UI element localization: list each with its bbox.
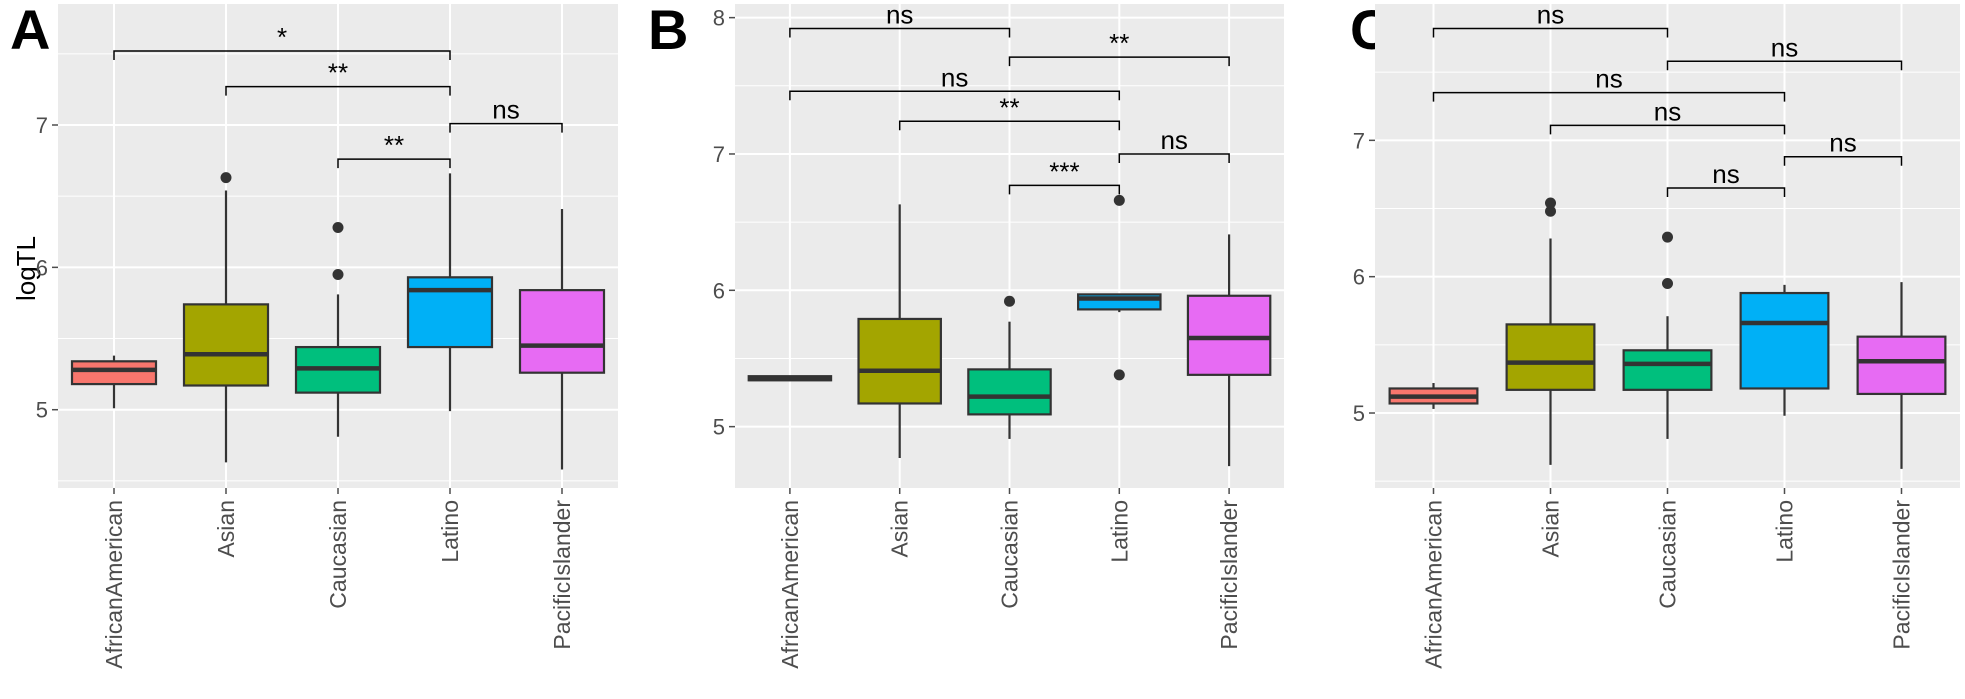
panel-b-comparison-label: ns — [1160, 125, 1187, 155]
panel-a-asian-outlier — [220, 172, 232, 184]
panel-a-comparison-label: ns — [492, 95, 519, 125]
panel-a-comparison-bracket — [113, 50, 451, 60]
panel-a-x-tick-label: Latino — [437, 500, 463, 563]
panel-c-comparison-bracket — [1432, 91, 1786, 102]
panel-c-asian-outlier — [1545, 197, 1556, 209]
panel-c-caucasian-outlier — [1662, 231, 1673, 243]
panel-b-x-tick-label: AfricanAmerican — [777, 500, 803, 669]
panel-a-caucasian-outlier — [332, 221, 344, 233]
panel-b-comparison-label: ns — [941, 62, 968, 92]
panel-c-asian-box — [1505, 323, 1596, 391]
panel-b-caucasian-box — [967, 368, 1052, 416]
panel-a-caucasian-outlier — [332, 268, 344, 280]
panel-label-a: A — [10, 0, 51, 61]
panel-c-comparison-label: ns — [1829, 128, 1856, 158]
panel-b-y-tick-label: 6 — [713, 278, 725, 303]
panel-c-comparison-label: ns — [1654, 96, 1681, 126]
panel-b-caucasian-outlier — [1004, 295, 1015, 307]
panel-b-comparison-bracket — [898, 120, 1121, 131]
panel-c-y-tick-label: 6 — [1353, 265, 1365, 290]
panel-b-x-tick-label: Asian — [887, 500, 913, 558]
panel-c-x-tick-label: Latino — [1772, 500, 1798, 563]
panel-b-comparison-bracket — [789, 27, 1011, 38]
panel-c-comparison-bracket — [1666, 60, 1903, 71]
panel-c-comparison-label: ns — [1537, 0, 1564, 30]
panel-a-comparison-bracket — [449, 122, 563, 133]
panel-b-x-tick-label: PacificIslander — [1216, 500, 1242, 650]
panel-a-latino-box — [406, 276, 494, 349]
panel-c-asian-outlier — [1545, 205, 1556, 217]
panel-c-caucasian-outlier — [1662, 277, 1673, 289]
panel-a-y-tick-label: 7 — [36, 113, 48, 138]
panel-c-x-tick-label: Asian — [1538, 500, 1564, 558]
panel-b-comparison-label: ns — [886, 0, 913, 30]
panel-c-comparison-bracket — [1666, 187, 1786, 198]
panel-c-pacificislander-box — [1856, 335, 1947, 396]
panel-b-comparison-bracket — [1008, 184, 1121, 195]
panel-a-x-tick-label: AfricanAmerican — [101, 500, 127, 669]
panel-c-x-tick-label: PacificIslander — [1889, 500, 1915, 650]
panel-b-x-tick-label: Latino — [1106, 500, 1132, 563]
panel-b-y-tick-label: 8 — [713, 6, 725, 31]
panel-b-pacificislander-box — [1186, 294, 1272, 376]
panel-a-comparison-bracket — [225, 85, 451, 96]
panel-c-y-tick-label: 5 — [1353, 401, 1365, 426]
panel-a-asian-box — [182, 303, 270, 387]
panel-a-comparison-bracket — [337, 158, 451, 169]
panel-b-comparison-label: ** — [999, 92, 1019, 122]
panel-b-comparison-bracket — [1008, 56, 1230, 67]
panel-a-x-tick-label: PacificIslander — [549, 500, 575, 650]
panel-c-comparison-bracket — [1783, 155, 1903, 166]
panel-c-comparison-label: ns — [1712, 159, 1739, 189]
panel-c-caucasian-box — [1622, 349, 1713, 391]
panel-b-latino-outlier — [1113, 194, 1125, 206]
panel-b-comparison-bracket — [1118, 153, 1230, 163]
panel-a-y-tick-label: 6 — [36, 255, 48, 280]
panel-label-b: B — [648, 0, 689, 61]
panel-c-y-tick-label: 7 — [1353, 128, 1365, 153]
panel-a-africanamerican-box — [70, 360, 158, 386]
panel-a-y-tick-label: 5 — [36, 398, 48, 423]
panel-c-x-tick-label: AfricanAmerican — [1421, 500, 1447, 669]
panel-b-comparison-label: *** — [1049, 156, 1079, 186]
panel-b-comparison-label: ** — [1109, 28, 1129, 58]
panel-a-comparison-label: ** — [328, 58, 348, 88]
panel-b-y-tick-label: 5 — [713, 415, 725, 440]
panel-c-comparison-bracket — [1432, 27, 1669, 38]
panel-a-pacificislander-box — [518, 289, 606, 374]
panel-a-comparison-label: ** — [384, 130, 404, 160]
panel-c-x-tick-label: Caucasian — [1655, 500, 1681, 609]
panel-a-comparison-label: * — [277, 22, 287, 52]
panel-c-comparison-label: ns — [1595, 64, 1622, 94]
panel-b-x-tick-label: Caucasian — [997, 500, 1023, 609]
panel-b-latino-outlier — [1113, 369, 1125, 381]
panel-b-asian-box — [857, 317, 942, 405]
panel-c-comparison-label: ns — [1771, 32, 1798, 62]
panel-b-y-tick-label: 7 — [713, 142, 725, 167]
panel-c-latino-box — [1739, 291, 1830, 390]
panel-b-comparison-bracket — [789, 90, 1121, 101]
panel-a-x-tick-label: Caucasian — [325, 500, 351, 609]
panel-c-comparison-bracket — [1549, 124, 1786, 135]
panel-a-x-tick-label: Asian — [213, 500, 239, 558]
